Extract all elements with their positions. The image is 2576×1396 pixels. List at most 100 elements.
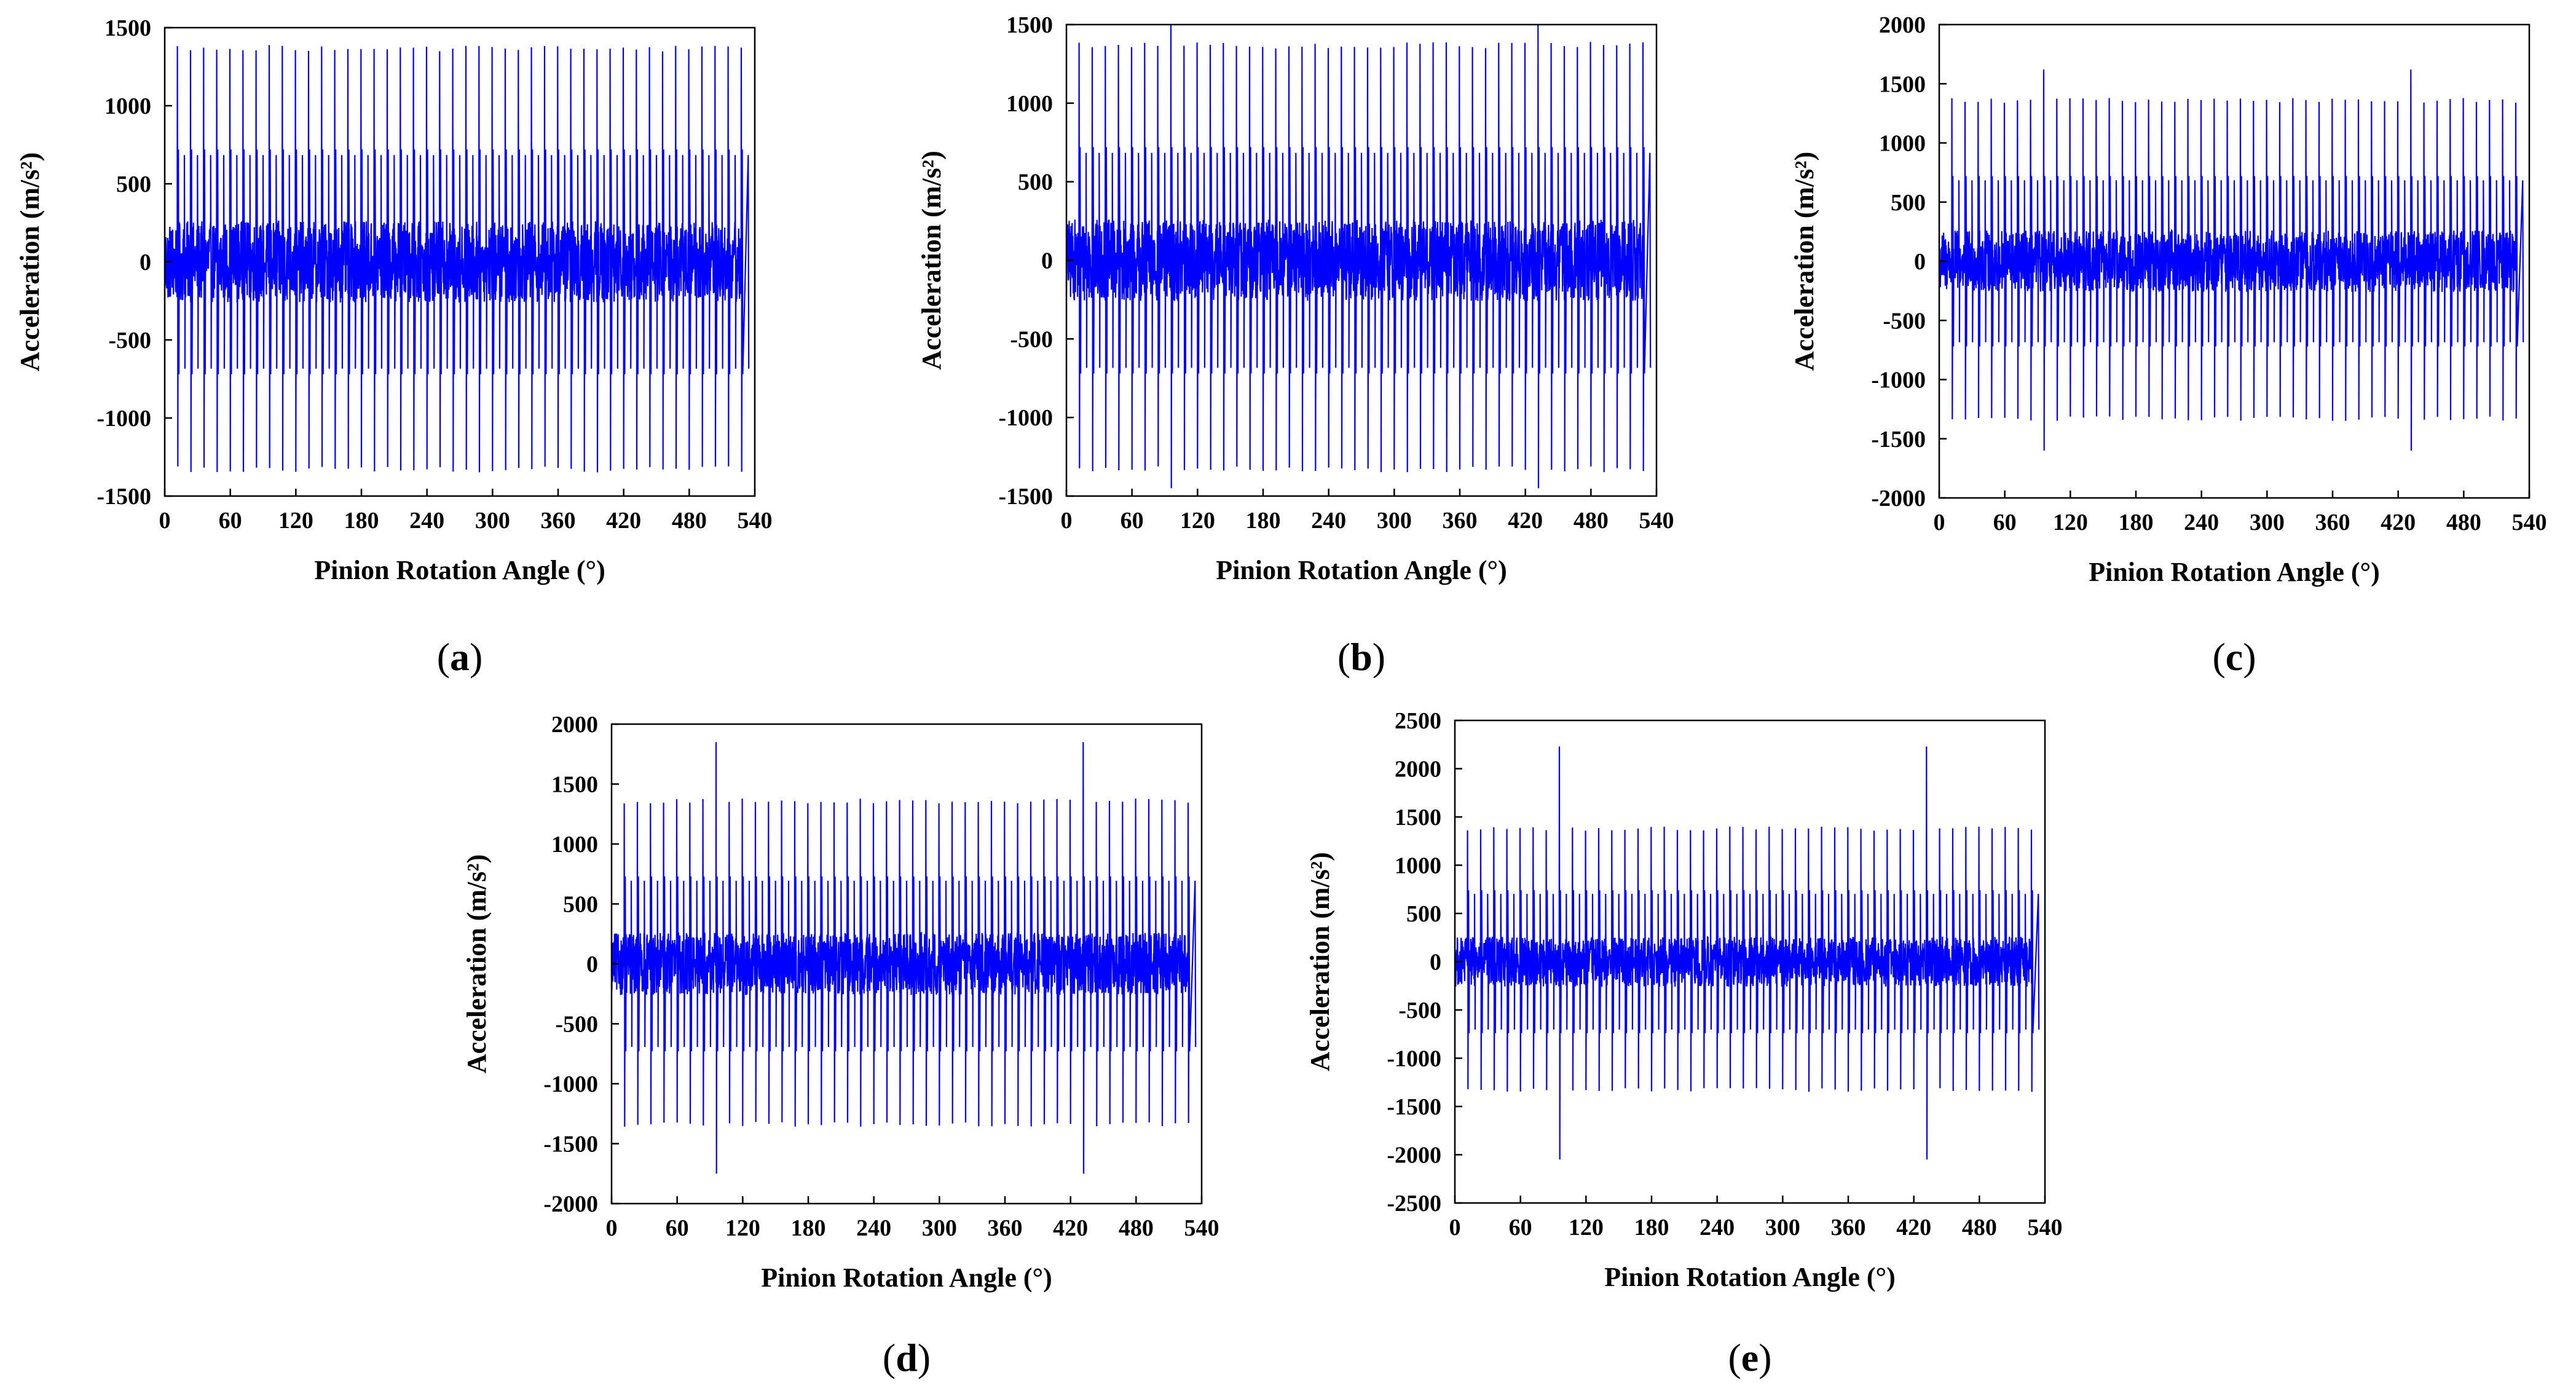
y-tick-label: -2500 — [1387, 1191, 1441, 1217]
x-tick-label: 120 — [1569, 1215, 1604, 1240]
panel-label-letter: c — [2226, 635, 2243, 679]
chart-panel-c: 0 60 120 180 240 300 360 420 480 540 -2000 -1500 -10… — [1789, 12, 2547, 679]
x-tick-label: 480 — [1574, 508, 1609, 534]
panel-label: (c) — [2212, 635, 2256, 679]
x-axis-title: Pinion Rotation Angle (°) — [761, 1263, 1052, 1293]
x-axis-title: Pinion Rotation Angle (°) — [314, 555, 605, 585]
x-tick-label: 180 — [344, 508, 379, 534]
y-tick-label: -1500 — [97, 484, 151, 510]
y-tick-label: 1500 — [104, 15, 151, 41]
x-tick-label: 240 — [2184, 510, 2219, 535]
x-tick-label: 420 — [1053, 1215, 1088, 1241]
x-tick-label: 420 — [1508, 508, 1543, 534]
y-tick-label: -500 — [1010, 326, 1053, 352]
y-tick-label: -2000 — [1387, 1143, 1441, 1169]
x-tick-label: 0 — [159, 508, 171, 534]
x-tick-label: 420 — [1896, 1215, 1931, 1240]
x-tick-label: 540 — [1184, 1215, 1219, 1241]
x-tick-label: 360 — [988, 1215, 1023, 1241]
y-axis-title: Acceleration (m/s²) — [15, 152, 45, 372]
y-tick-label: -1500 — [543, 1132, 598, 1157]
x-tick-label: 120 — [725, 1215, 760, 1241]
x-tick-label: 180 — [791, 1215, 826, 1241]
y-tick-label: -500 — [1883, 308, 1926, 334]
y-tick-label: -500 — [108, 328, 151, 353]
y-tick-label: 1500 — [1395, 805, 1441, 830]
series-line-acceleration — [610, 742, 1197, 1174]
x-tick-label: 60 — [1993, 510, 2017, 535]
series-line-acceleration — [1454, 746, 2040, 1160]
x-tick-label: 120 — [2053, 510, 2088, 535]
x-tick-label: 480 — [1962, 1215, 1997, 1240]
x-tick-label: 540 — [738, 508, 773, 534]
chart-panel-a: 0 60 120 180 240 300 360 420 480 540 -1500 -1000 -50… — [15, 15, 773, 679]
y-axis-title: Acceleration (m/s²) — [1305, 852, 1335, 1071]
x-tick-label: 360 — [1831, 1215, 1866, 1240]
x-tick-label: 0 — [1934, 510, 1945, 535]
x-tick-label: 240 — [409, 508, 444, 534]
y-tick-label: 1500 — [551, 772, 598, 798]
x-tick-label: 360 — [1443, 508, 1478, 534]
x-tick-label: 300 — [475, 508, 510, 534]
y-tick-label: 0 — [1430, 950, 1441, 976]
y-tick-label: 500 — [1018, 170, 1053, 195]
y-tick-label: -1500 — [1387, 1094, 1441, 1120]
x-tick-label: 480 — [672, 508, 707, 534]
x-tick-label: 180 — [1246, 508, 1281, 534]
panel-label-letter: e — [1741, 1336, 1759, 1379]
y-tick-label: -1000 — [1871, 368, 1926, 393]
y-tick-label: 2000 — [1395, 757, 1441, 783]
y-tick-label: 500 — [116, 172, 151, 197]
x-tick-label: 240 — [1311, 508, 1346, 534]
x-tick-label: 300 — [1377, 508, 1412, 534]
y-tick-label: -1000 — [1387, 1046, 1441, 1072]
y-tick-label: -1500 — [1871, 427, 1926, 452]
y-tick-label: 1000 — [104, 93, 151, 119]
panel-label: (e) — [1728, 1336, 1771, 1379]
x-tick-label: 60 — [1509, 1215, 1532, 1240]
series-line-acceleration — [1938, 69, 2524, 451]
panel-label-letter: d — [896, 1336, 918, 1379]
x-tick-label: 480 — [1119, 1215, 1154, 1241]
x-tick-label: 240 — [1700, 1215, 1735, 1240]
x-tick-label: 0 — [606, 1215, 618, 1241]
y-tick-label: 0 — [586, 952, 598, 977]
y-tick-label: -500 — [1398, 998, 1441, 1023]
series-line-acceleration — [1065, 24, 1652, 489]
y-tick-label: 0 — [140, 250, 151, 275]
y-tick-label: 1000 — [1879, 131, 1926, 157]
x-tick-label: 240 — [856, 1215, 891, 1241]
x-tick-label: 420 — [606, 508, 641, 534]
panel-label-letter: a — [450, 635, 470, 679]
x-tick-label: 60 — [219, 508, 242, 534]
y-tick-label: 2500 — [1395, 708, 1441, 734]
x-tick-label: 300 — [2250, 510, 2285, 535]
x-tick-label: 300 — [922, 1215, 957, 1241]
y-tick-label: 1500 — [1879, 71, 1926, 97]
y-tick-label: -1000 — [998, 405, 1053, 431]
x-tick-label: 120 — [1180, 508, 1215, 534]
x-axis-title: Pinion Rotation Angle (°) — [1604, 1262, 1896, 1292]
y-tick-label: -1000 — [543, 1071, 598, 1097]
chart-panel-d: 0 60 120 180 240 300 360 420 480 540 -2000 -1500 -10… — [462, 712, 1219, 1379]
y-tick-label: -2000 — [1871, 486, 1926, 511]
y-tick-label: 0 — [1041, 248, 1053, 274]
panel-label: (d) — [883, 1336, 931, 1379]
x-axis-title: Pinion Rotation Angle (°) — [1216, 555, 1507, 585]
y-tick-label: 1000 — [1395, 853, 1441, 879]
y-tick-label: -2000 — [543, 1191, 598, 1217]
x-tick-label: 540 — [1639, 508, 1674, 534]
x-tick-label: 180 — [1634, 1215, 1669, 1240]
chart-panel-b: 0 60 120 180 240 300 360 420 480 540 -1500 -1000 -50… — [916, 12, 1674, 679]
x-tick-label: 0 — [1061, 508, 1073, 534]
x-axis-title: Pinion Rotation Angle (°) — [2089, 557, 2380, 587]
x-tick-label: 480 — [2446, 510, 2481, 535]
y-tick-label: 1000 — [551, 832, 598, 858]
series-line-acceleration — [163, 45, 750, 473]
x-tick-label: 60 — [1121, 508, 1144, 534]
y-tick-label: 500 — [563, 892, 598, 918]
x-tick-label: 360 — [541, 508, 576, 534]
y-tick-label: 0 — [1914, 249, 1926, 275]
y-tick-label: -500 — [555, 1012, 598, 1038]
